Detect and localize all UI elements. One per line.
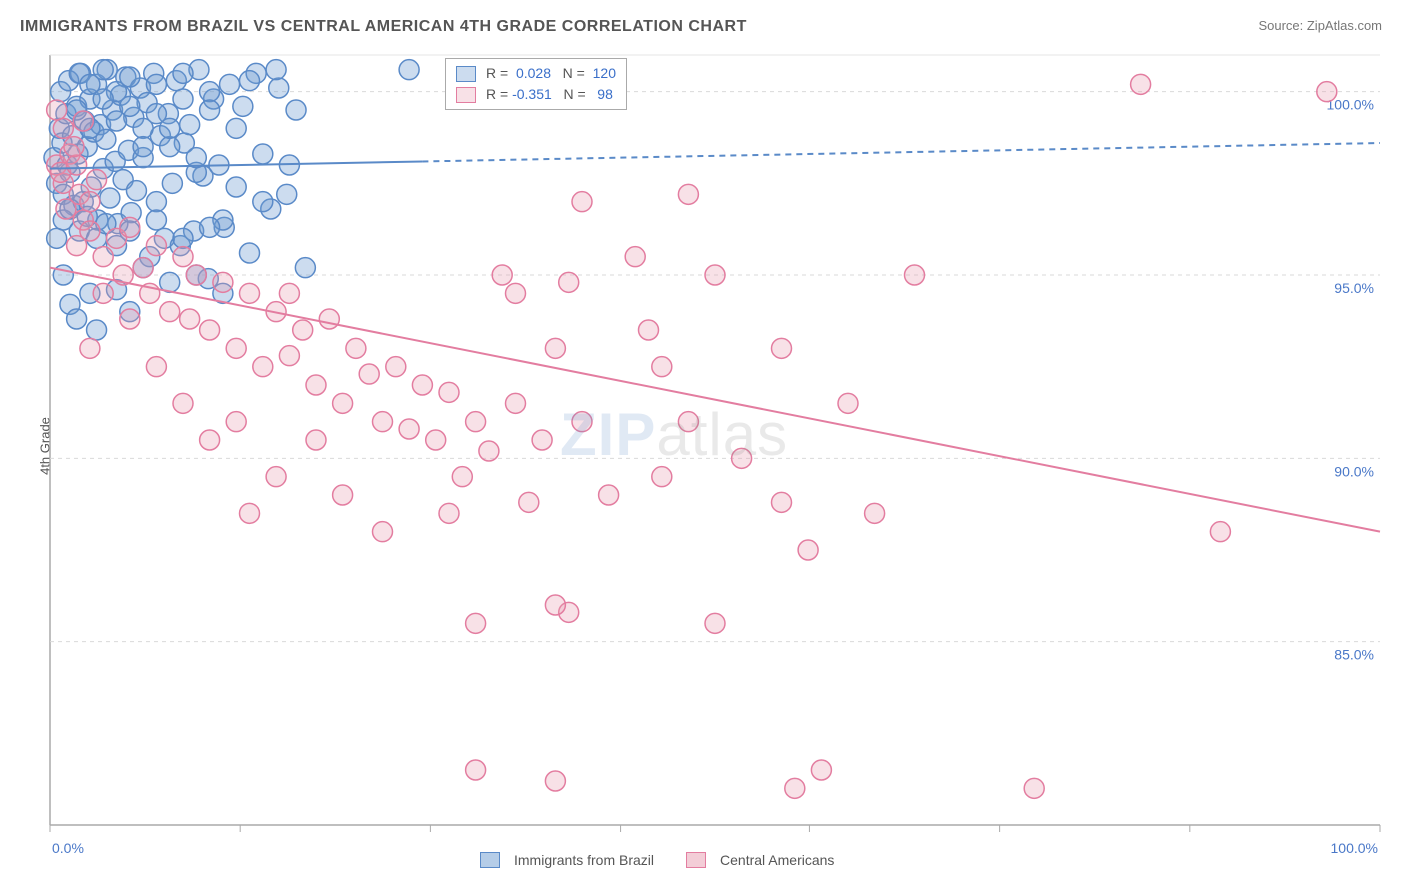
legend-swatch [480, 852, 500, 868]
stats-legend-row: R = 0.028 N = 120 [456, 63, 616, 84]
svg-text:85.0%: 85.0% [1334, 647, 1374, 663]
stats-legend: R = 0.028 N = 120R = -0.351 N = 98 [445, 58, 627, 110]
svg-text:95.0%: 95.0% [1334, 280, 1374, 296]
legend-label: Central Americans [720, 852, 834, 868]
scatter-chart: 85.0%90.0%95.0%100.0%0.0%100.0% [0, 0, 1406, 892]
legend-swatch [456, 87, 476, 103]
legend-label: Immigrants from Brazil [514, 852, 654, 868]
svg-text:90.0%: 90.0% [1334, 463, 1374, 479]
legend-swatch [686, 852, 706, 868]
legend-swatch [456, 66, 476, 82]
svg-text:100.0%: 100.0% [1331, 840, 1378, 856]
series-legend: Immigrants from Brazil Central Americans [480, 852, 856, 868]
stats-legend-row: R = -0.351 N = 98 [456, 84, 616, 105]
svg-text:0.0%: 0.0% [52, 840, 84, 856]
